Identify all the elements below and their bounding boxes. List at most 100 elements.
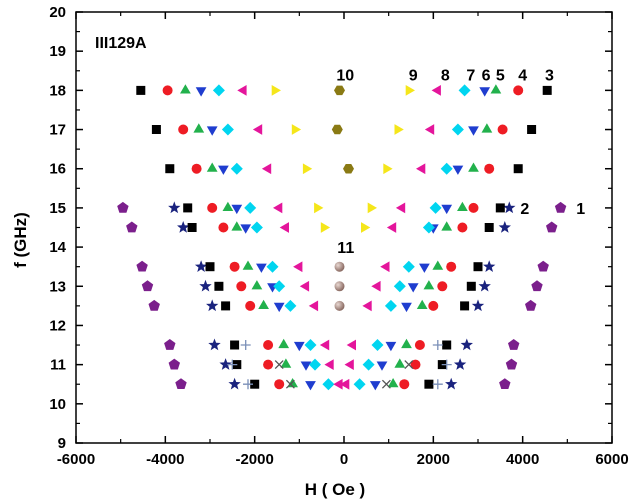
x-tick-label: 4000	[506, 451, 539, 468]
data-point-triangle-right	[367, 202, 377, 214]
data-point-triangle-left	[319, 339, 330, 351]
data-point-diamond	[244, 201, 257, 214]
data-point-pentagon	[126, 221, 138, 233]
data-point-triangle-down	[401, 302, 412, 313]
data-point-triangle-left	[293, 261, 303, 273]
series-triangle-right	[271, 85, 415, 233]
data-point-triangle-left	[252, 124, 263, 135]
data-point-triangle-right	[405, 85, 415, 96]
y-tick-label: 19	[49, 43, 66, 60]
data-point-pentagon	[507, 339, 520, 350]
data-point-plus	[441, 359, 452, 370]
y-tick-label: 13	[49, 278, 66, 295]
data-point-pentagon	[164, 339, 176, 350]
data-point-square	[442, 340, 452, 350]
data-point-triangle-down	[468, 126, 479, 136]
data-point-triangle-up	[278, 338, 290, 349]
data-point-triangle-right	[271, 85, 281, 96]
series-plus	[227, 340, 452, 390]
data-point-triangle-down	[231, 204, 243, 215]
data-point-pentagon	[537, 260, 549, 272]
y-tick-label: 16	[49, 161, 66, 178]
data-point-star	[460, 338, 473, 351]
data-point-triangle-left	[431, 85, 441, 96]
data-point-square	[151, 125, 161, 134]
data-point-triangle-right	[314, 202, 324, 214]
data-point-diamond	[362, 358, 375, 371]
data-point-star	[194, 260, 208, 272]
data-point-pentagon	[141, 280, 154, 292]
data-point-square	[183, 203, 193, 213]
data-point-star	[177, 221, 190, 233]
data-point-cross	[285, 379, 295, 389]
data-point-pentagon	[554, 201, 567, 213]
data-point-pentagon	[148, 299, 160, 311]
series-triangle-up	[180, 84, 502, 388]
data-point-triangle-right	[320, 222, 331, 233]
x-tick-label: -6000	[57, 451, 95, 468]
data-point-star	[199, 279, 212, 292]
x-tick-label: -2000	[235, 451, 273, 468]
x-tick-label: -4000	[146, 451, 184, 468]
data-point-diamond	[451, 123, 464, 136]
data-point-diamond	[458, 84, 471, 97]
data-point-triangle-up	[206, 162, 218, 172]
data-point-triangle-down	[195, 87, 207, 97]
data-point-circle	[191, 163, 202, 174]
data-point-triangle-right	[302, 163, 313, 175]
data-point-star	[206, 299, 219, 312]
y-tick-label: 17	[49, 122, 66, 139]
branch-label: 1	[576, 201, 585, 218]
data-point-triangle-up	[401, 338, 412, 349]
series-diamond	[212, 84, 471, 391]
data-point-diamond	[422, 221, 435, 234]
data-point-diamond	[402, 260, 415, 273]
data-point-circle	[207, 202, 218, 213]
data-point-triangle-left	[333, 378, 343, 390]
data-point-triangle-left	[380, 261, 390, 273]
data-point-square	[230, 340, 240, 350]
data-point-triangle-up	[222, 201, 234, 211]
data-point-triangle-down	[240, 224, 252, 234]
data-point-triangle-down	[385, 341, 397, 352]
data-point-pentagon	[545, 221, 558, 233]
data-point-square	[495, 203, 505, 213]
data-point-square	[165, 164, 175, 174]
data-point-triangle-up	[193, 123, 205, 133]
data-point-circle	[236, 281, 247, 292]
data-point-square	[542, 85, 552, 95]
data-point-plus	[243, 379, 253, 390]
data-point-pentagon	[117, 201, 129, 213]
data-point-triangle-left	[299, 280, 310, 292]
data-point-square	[424, 379, 434, 389]
data-point-triangle-up	[423, 280, 435, 290]
data-point-circle	[399, 379, 410, 390]
branch-label: 8	[441, 68, 450, 85]
data-point-triangle-left	[362, 300, 372, 312]
data-point-square	[473, 262, 483, 272]
data-point-circle	[178, 124, 189, 135]
data-point-sphere	[334, 300, 345, 311]
data-point-square	[205, 262, 215, 272]
data-point-hexagon	[331, 124, 343, 135]
data-point-triangle-left	[395, 202, 406, 214]
y-axis-title: f (GHz)	[11, 212, 30, 268]
data-point-diamond	[230, 162, 243, 175]
data-point-triangle-up	[481, 123, 493, 133]
x-tick-label: 0	[340, 451, 348, 468]
data-point-star	[483, 260, 496, 272]
data-point-diamond	[440, 162, 453, 175]
data-point-star	[471, 299, 485, 312]
data-point-circle	[274, 379, 285, 390]
data-point-triangle-up	[242, 260, 254, 270]
data-point-hexagon	[334, 85, 345, 96]
data-point-diamond	[284, 299, 297, 312]
series-triangle-left	[237, 85, 441, 390]
data-point-square	[250, 379, 260, 389]
data-point-diamond	[393, 280, 406, 293]
data-point-star	[219, 358, 232, 370]
data-point-circle	[457, 222, 468, 233]
data-point-star	[168, 201, 181, 214]
data-point-pentagon	[505, 358, 518, 370]
